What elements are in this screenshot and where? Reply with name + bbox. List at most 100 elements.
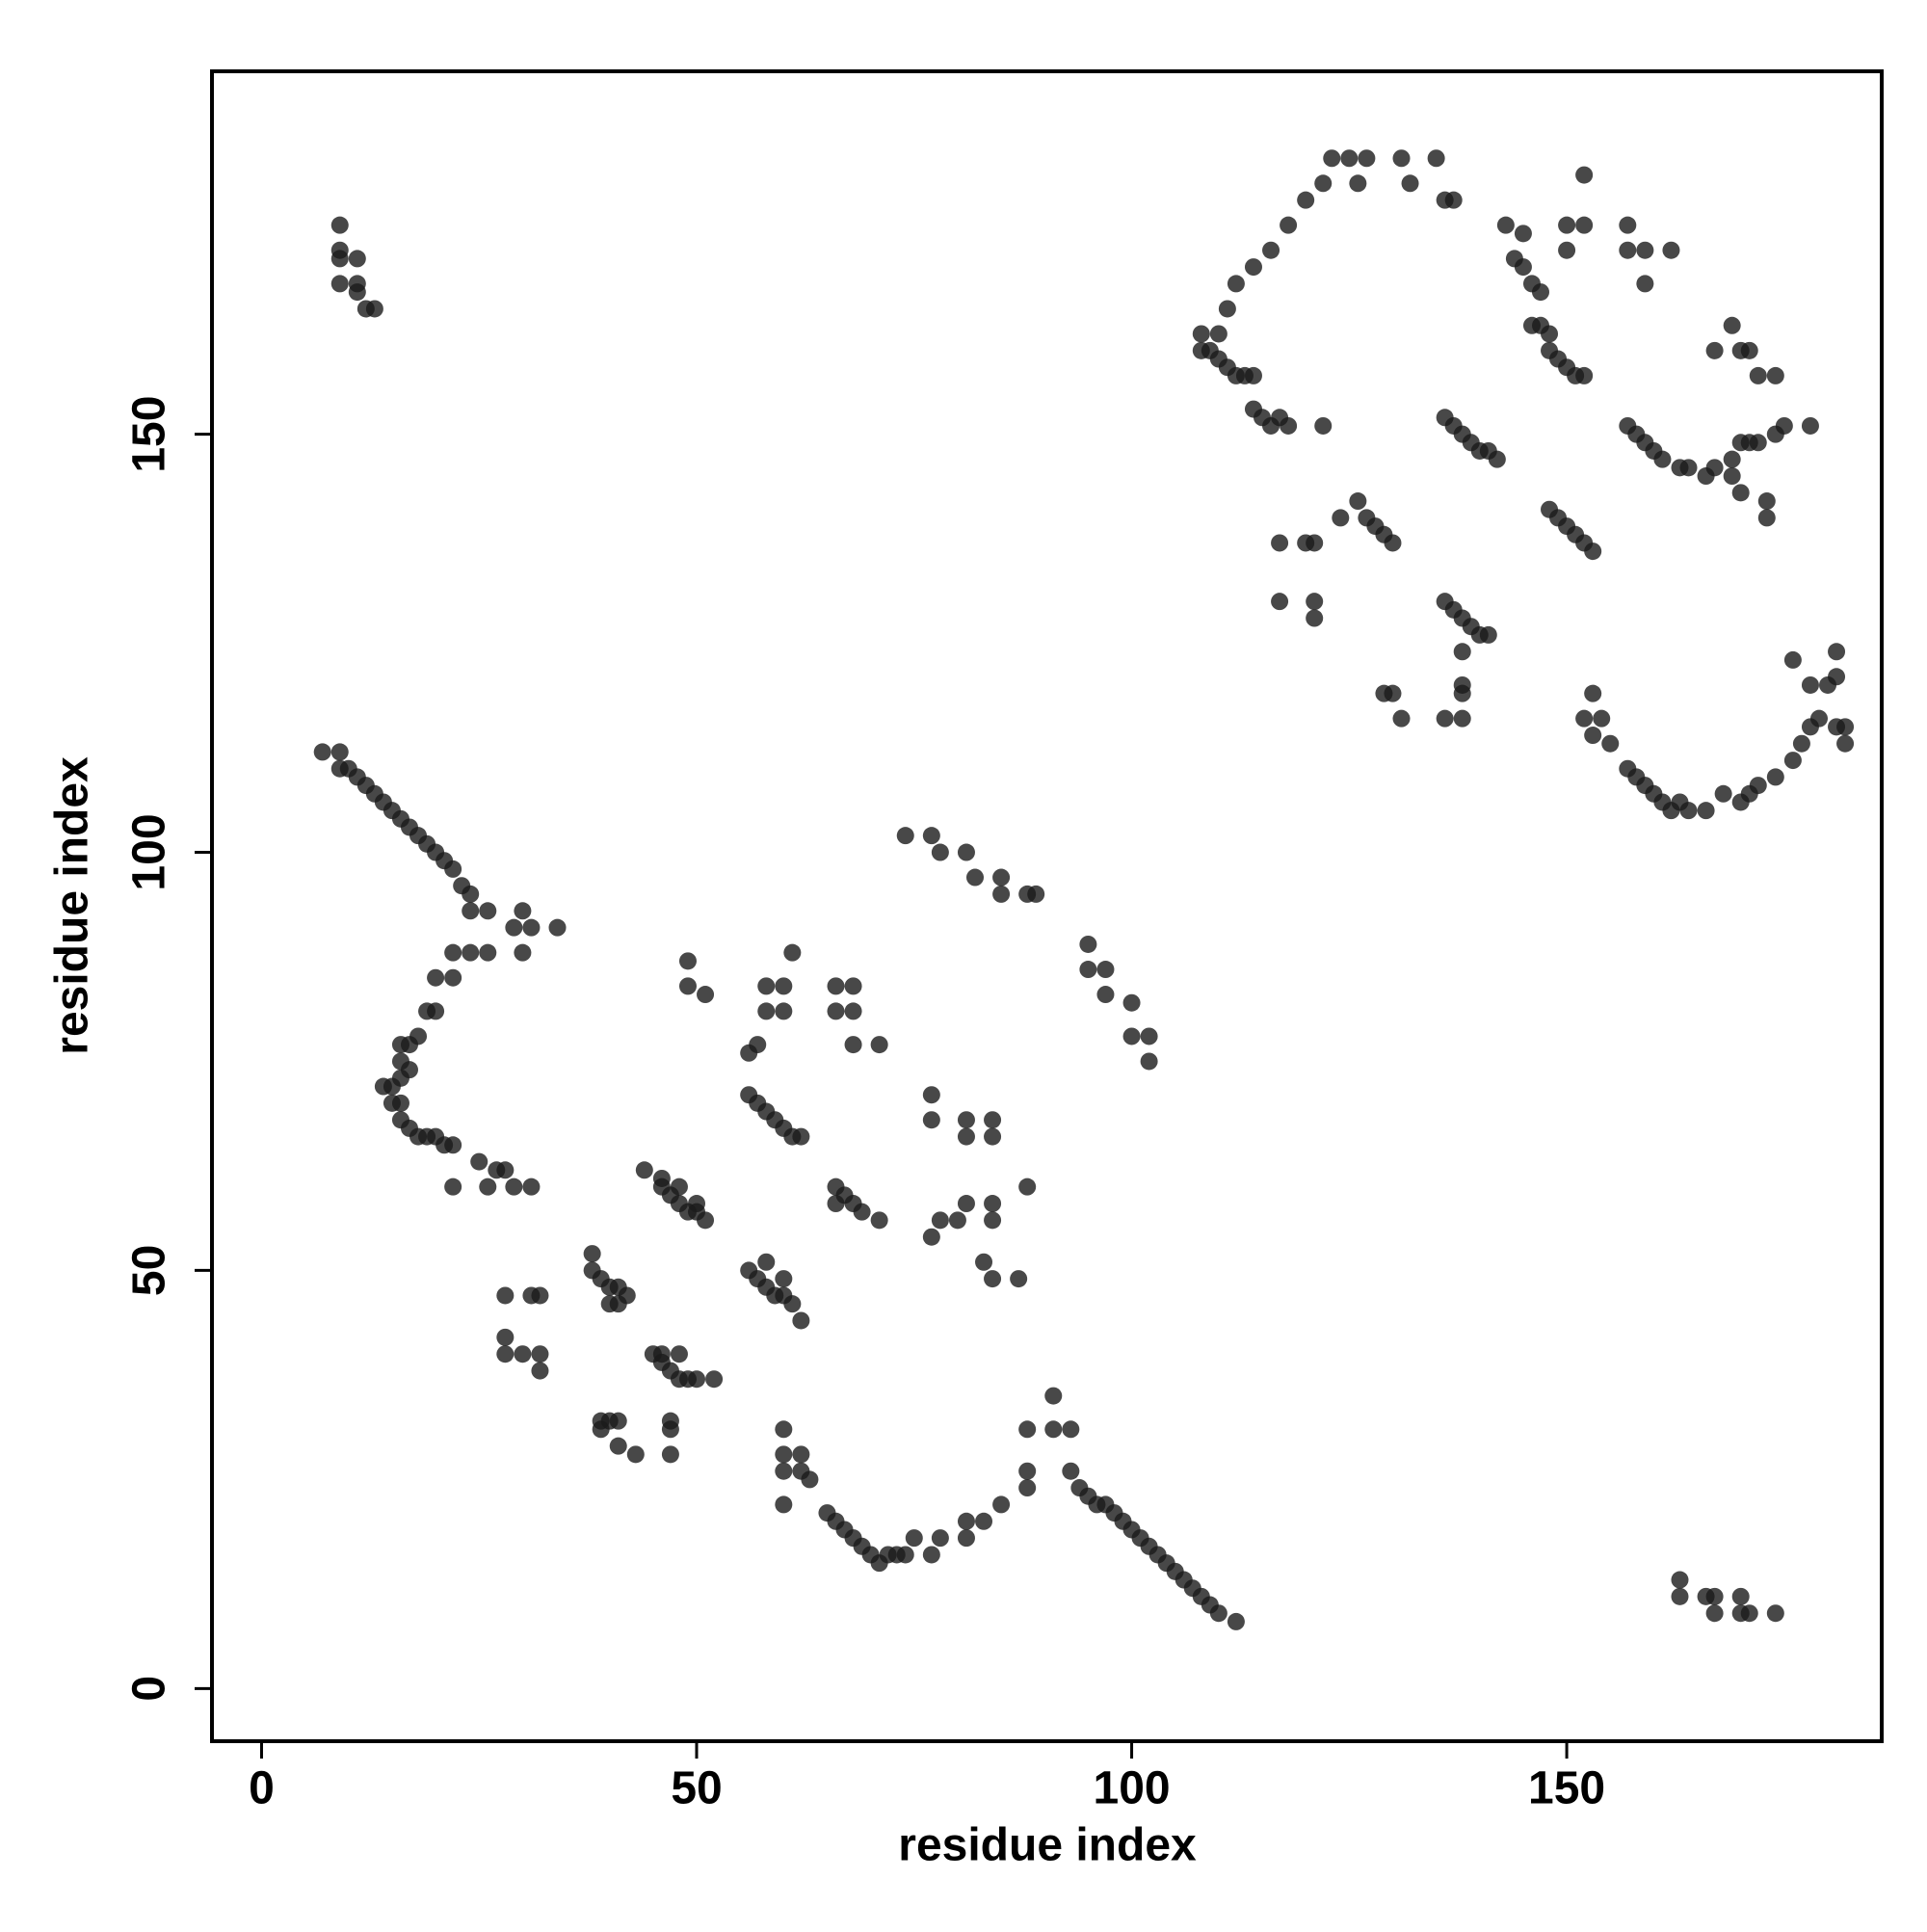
point [1096, 986, 1115, 1004]
point [427, 1002, 445, 1020]
point [1653, 450, 1672, 468]
point [783, 1295, 802, 1313]
point [1671, 1571, 1689, 1589]
point [1401, 174, 1419, 193]
point [975, 1253, 993, 1271]
point [609, 1437, 627, 1455]
point [1314, 416, 1333, 435]
point [678, 977, 697, 995]
point [1436, 709, 1454, 728]
point [1018, 1462, 1037, 1480]
point [844, 1036, 862, 1054]
point [330, 743, 349, 761]
point [1575, 709, 1594, 728]
point [1192, 325, 1210, 343]
y-tick-label: 100 [124, 813, 175, 890]
point [514, 902, 532, 920]
point [844, 977, 862, 995]
point [1731, 484, 1750, 502]
point [1514, 258, 1532, 277]
point [957, 1512, 975, 1530]
point [1044, 1420, 1063, 1439]
point [1227, 275, 1245, 293]
point [1218, 300, 1236, 318]
point [652, 1345, 671, 1363]
point [827, 1002, 845, 1020]
x-tick-label: 100 [1094, 1763, 1171, 1814]
point [1705, 1587, 1724, 1605]
point [1584, 543, 1602, 561]
point [444, 1136, 462, 1154]
point [1593, 709, 1611, 728]
point [400, 1036, 418, 1054]
point [330, 275, 349, 293]
point [444, 968, 462, 987]
point [1340, 149, 1359, 168]
point [775, 1495, 793, 1514]
point [792, 1462, 810, 1480]
point [992, 868, 1011, 887]
point [1679, 802, 1698, 820]
point [1575, 166, 1594, 184]
point [1514, 225, 1532, 243]
point [609, 1295, 627, 1313]
point [652, 1169, 671, 1187]
y-axis-title: residue index [47, 756, 98, 1055]
point [1783, 650, 1802, 669]
point [1453, 643, 1471, 661]
y-tick-label: 50 [124, 1245, 175, 1296]
point [1384, 534, 1402, 552]
point [775, 1420, 793, 1439]
point [1723, 450, 1741, 468]
point [1731, 793, 1750, 811]
point [1010, 1270, 1028, 1288]
point [775, 1462, 793, 1480]
point [984, 1211, 1002, 1230]
point [661, 1445, 679, 1464]
point [1801, 416, 1819, 435]
point [330, 250, 349, 268]
point [1740, 1604, 1758, 1623]
point [496, 1345, 515, 1363]
point [1306, 534, 1324, 552]
point [1018, 1420, 1037, 1439]
point [1280, 416, 1298, 435]
point [931, 1211, 949, 1230]
point [1062, 1420, 1080, 1439]
point [775, 977, 793, 995]
point [1679, 459, 1698, 477]
point [853, 1203, 871, 1221]
point [626, 1445, 645, 1464]
point [975, 1512, 993, 1530]
point [1427, 149, 1445, 168]
point [1575, 366, 1594, 384]
point [1619, 241, 1637, 259]
point [775, 1445, 793, 1464]
point [775, 1002, 793, 1020]
point [505, 918, 523, 937]
point [1836, 718, 1855, 736]
point [1757, 492, 1776, 511]
point [992, 885, 1011, 903]
point [1697, 467, 1715, 486]
point [1079, 961, 1097, 979]
point [1705, 1604, 1724, 1623]
point [1828, 668, 1846, 686]
point [844, 1002, 862, 1020]
point [1122, 1027, 1141, 1045]
point [678, 952, 697, 970]
point [1140, 1027, 1158, 1045]
point [1705, 341, 1724, 359]
point [1122, 993, 1141, 1012]
point [1140, 1052, 1158, 1071]
point [1280, 216, 1298, 234]
point [1619, 216, 1637, 234]
point [1079, 935, 1097, 953]
point [609, 1412, 627, 1430]
point [792, 1445, 810, 1464]
point [365, 300, 383, 318]
point [670, 1345, 688, 1363]
point [444, 1178, 462, 1196]
point [827, 977, 845, 995]
